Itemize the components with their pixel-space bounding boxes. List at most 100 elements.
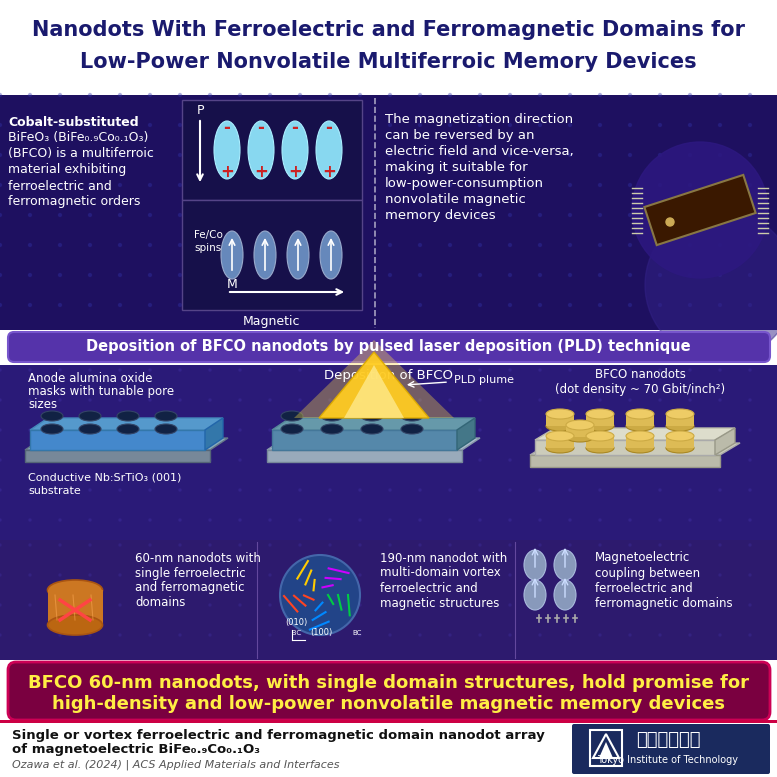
- Circle shape: [179, 154, 182, 156]
- Circle shape: [0, 243, 2, 246]
- Circle shape: [209, 519, 211, 521]
- Circle shape: [479, 519, 481, 521]
- Circle shape: [419, 124, 421, 127]
- Ellipse shape: [321, 411, 343, 421]
- Circle shape: [59, 369, 61, 371]
- Circle shape: [298, 214, 301, 217]
- Circle shape: [0, 274, 2, 277]
- Circle shape: [538, 183, 542, 186]
- Circle shape: [538, 274, 542, 277]
- Circle shape: [599, 369, 601, 371]
- Circle shape: [148, 183, 152, 186]
- Circle shape: [269, 274, 271, 277]
- Circle shape: [208, 154, 211, 156]
- Circle shape: [748, 274, 751, 277]
- Circle shape: [688, 458, 692, 462]
- Circle shape: [748, 93, 751, 96]
- Circle shape: [358, 183, 361, 186]
- Circle shape: [479, 183, 482, 186]
- Circle shape: [632, 142, 768, 278]
- Circle shape: [719, 243, 722, 246]
- Circle shape: [719, 634, 721, 636]
- Text: Anode alumina oxide: Anode alumina oxide: [28, 371, 152, 385]
- Circle shape: [538, 458, 542, 462]
- Text: electric field and vice-versa,: electric field and vice-versa,: [385, 145, 573, 159]
- Circle shape: [209, 369, 211, 371]
- Circle shape: [719, 429, 721, 431]
- Text: magnetic structures: magnetic structures: [380, 597, 500, 609]
- Circle shape: [239, 634, 241, 636]
- Ellipse shape: [546, 431, 574, 441]
- Circle shape: [688, 214, 692, 217]
- Circle shape: [419, 243, 421, 246]
- Text: Nanodots With Ferroelectric and Ferromagnetic Domains for: Nanodots With Ferroelectric and Ferromag…: [32, 20, 744, 40]
- Circle shape: [569, 604, 571, 606]
- Circle shape: [448, 243, 451, 246]
- Circle shape: [688, 274, 692, 277]
- Circle shape: [719, 124, 722, 127]
- Text: high-density and low-power nonvolatile magnetic memory devices: high-density and low-power nonvolatile m…: [51, 695, 724, 713]
- Circle shape: [388, 399, 391, 401]
- Circle shape: [449, 489, 451, 491]
- Circle shape: [119, 183, 121, 186]
- Circle shape: [119, 573, 121, 577]
- Circle shape: [208, 214, 211, 217]
- Polygon shape: [599, 742, 613, 758]
- Circle shape: [269, 214, 271, 217]
- Circle shape: [208, 124, 211, 127]
- Circle shape: [629, 369, 631, 371]
- Circle shape: [298, 304, 301, 306]
- Circle shape: [658, 274, 661, 277]
- Circle shape: [329, 274, 332, 277]
- Circle shape: [569, 243, 572, 246]
- Circle shape: [209, 489, 211, 491]
- FancyBboxPatch shape: [8, 332, 770, 362]
- Circle shape: [149, 489, 152, 491]
- Text: Ozawa et al. (2024) | ACS Applied Materials and Interfaces: Ozawa et al. (2024) | ACS Applied Materi…: [12, 760, 340, 770]
- Ellipse shape: [566, 420, 594, 430]
- Circle shape: [569, 429, 571, 431]
- Circle shape: [598, 304, 601, 306]
- Circle shape: [359, 604, 361, 606]
- Ellipse shape: [554, 580, 576, 610]
- Circle shape: [449, 573, 451, 577]
- Circle shape: [538, 489, 542, 491]
- Circle shape: [419, 304, 421, 306]
- Circle shape: [239, 519, 241, 521]
- Circle shape: [479, 634, 481, 636]
- Text: -: -: [326, 119, 333, 137]
- Ellipse shape: [546, 409, 574, 419]
- Circle shape: [149, 458, 152, 462]
- Circle shape: [119, 274, 121, 277]
- Circle shape: [508, 124, 511, 127]
- Circle shape: [358, 304, 361, 306]
- Circle shape: [748, 124, 751, 127]
- Circle shape: [29, 634, 31, 636]
- Text: masks with tunable pore: masks with tunable pore: [28, 385, 174, 398]
- Polygon shape: [535, 428, 735, 440]
- Circle shape: [569, 489, 571, 491]
- Polygon shape: [272, 430, 457, 450]
- Ellipse shape: [117, 424, 139, 434]
- Circle shape: [239, 489, 241, 491]
- Circle shape: [688, 489, 692, 491]
- Circle shape: [508, 243, 511, 246]
- Circle shape: [749, 429, 751, 431]
- Circle shape: [449, 519, 451, 521]
- Circle shape: [688, 369, 692, 371]
- Bar: [48, 590, 103, 625]
- Circle shape: [269, 369, 271, 371]
- Circle shape: [329, 458, 331, 462]
- Text: ferromagnetic domains: ferromagnetic domains: [595, 597, 733, 609]
- Circle shape: [629, 243, 632, 246]
- Text: nonvolatile magnetic: nonvolatile magnetic: [385, 193, 526, 207]
- Circle shape: [688, 604, 692, 606]
- Ellipse shape: [41, 424, 63, 434]
- Circle shape: [659, 429, 661, 431]
- Circle shape: [89, 369, 91, 371]
- Circle shape: [179, 369, 181, 371]
- Circle shape: [659, 604, 661, 606]
- Circle shape: [449, 429, 451, 431]
- Circle shape: [59, 604, 61, 606]
- Circle shape: [388, 93, 392, 96]
